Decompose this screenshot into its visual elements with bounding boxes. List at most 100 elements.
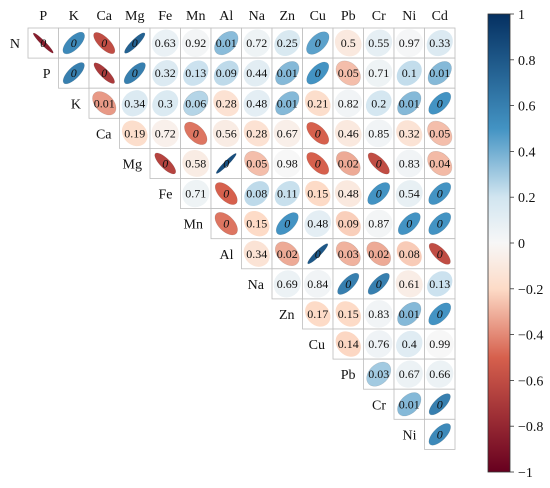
cell-n-na: 0.72 [241, 27, 273, 59]
correlation-ellipse [152, 60, 179, 87]
p-value-label: 0.28 [246, 126, 267, 140]
cell-n-cu: 0 [302, 27, 334, 59]
colorbar-tick-label: 1 [518, 8, 525, 23]
correlation-ellipse [152, 90, 179, 117]
correlation-ellipse [213, 60, 239, 86]
correlation-ellipse [395, 29, 424, 58]
correlation-ellipse [397, 91, 422, 116]
row-label-zn: Zn [279, 308, 295, 323]
cell-fe-cr: 0 [363, 178, 395, 210]
cell-mg-zn: 0.98 [271, 147, 303, 179]
p-value-label: 0 [376, 187, 382, 201]
cell-n-fe: 0.63 [149, 27, 181, 59]
correlation-ellipse [306, 152, 330, 175]
correlation-ellipse [364, 330, 393, 358]
p-value-label: 0 [315, 126, 321, 140]
correlation-ellipse [273, 149, 302, 178]
cell-mg-pb: 0.02 [332, 147, 364, 179]
p-value-label: 0.48 [338, 187, 359, 201]
correlation-ellipse [425, 330, 454, 359]
cell-k-fe: 0.3 [149, 87, 181, 119]
row-label-k: K [71, 97, 81, 112]
cell-fe-cd: 0 [424, 178, 456, 210]
cell-pb-cr: 0.03 [363, 358, 395, 390]
colorbar-tick-label: 0 [518, 237, 525, 252]
correlation-ellipse [214, 182, 238, 205]
column-label-cu: Cu [310, 9, 326, 24]
cell-cu-ni: 0.4 [393, 328, 425, 360]
row-label-al: Al [220, 248, 234, 263]
correlation-ellipse [396, 60, 422, 86]
cell-p-na: 0.44 [241, 57, 273, 89]
cell-zn-cu: 0.17 [302, 298, 334, 330]
cell-mn-na: 0.15 [241, 208, 273, 240]
cell-n-k: 0 [58, 27, 90, 59]
row-label-na: Na [248, 278, 265, 293]
correlation-ellipse [428, 302, 452, 326]
cell-n-p: 0 [27, 27, 59, 59]
p-value-label: 0.85 [368, 126, 389, 140]
column-label-cr: Cr [372, 9, 386, 24]
correlation-ellipse [334, 120, 362, 147]
p-value-label: 0.28 [216, 96, 237, 110]
correlation-ellipse [305, 301, 331, 327]
p-value-label: 0.99 [429, 337, 450, 351]
correlation-ellipse [183, 90, 209, 116]
cell-zn-ni: 0.01 [393, 298, 425, 330]
p-value-label: 0 [71, 36, 77, 50]
p-value-label: 0 [437, 187, 443, 201]
cell-k-mg: 0.34 [119, 87, 151, 119]
p-value-label: 0.03 [338, 247, 359, 261]
row-label-mn: Mn [184, 218, 203, 233]
correlation-ellipse [365, 59, 393, 87]
cell-fe-cu: 0.15 [302, 178, 334, 210]
column-label-zn: Zn [279, 9, 295, 24]
p-value-label: 0 [223, 187, 229, 201]
p-value-label: 0.67 [277, 126, 298, 140]
correlation-ellipse [243, 29, 271, 57]
p-value-label: 0.46 [338, 126, 359, 140]
correlation-ellipse [275, 91, 300, 116]
row-label-n: N [10, 37, 20, 52]
correlation-ellipse [367, 272, 390, 295]
p-value-label: 0.56 [216, 126, 237, 140]
cell-n-mn: 0.92 [180, 27, 212, 59]
correlation-ellipse [335, 241, 361, 267]
correlation-ellipse [366, 361, 392, 387]
correlation-ellipse [334, 29, 362, 57]
cell-fe-mn: 0.71 [180, 178, 212, 210]
cell-p-cr: 0.71 [363, 57, 395, 89]
cell-n-pb: 0.5 [332, 27, 364, 59]
cell-p-mn: 0.13 [180, 57, 212, 89]
p-value-label: 0.32 [155, 66, 176, 80]
correlation-ellipse [337, 272, 360, 295]
row-label-fe: Fe [159, 188, 173, 203]
cell-mn-cr: 0.87 [363, 208, 395, 240]
p-value-label: 0.4 [402, 337, 417, 351]
p-value-label: 0.01 [216, 36, 237, 50]
cell-ca-cu: 0 [302, 117, 334, 149]
cell-al-pb: 0.03 [332, 238, 364, 270]
p-value-label: 0.15 [338, 307, 359, 321]
row-label-ca: Ca [96, 127, 112, 142]
correlation-ellipse [214, 212, 238, 236]
cell-p-fe: 0.32 [149, 57, 181, 89]
p-value-label: 0.48 [246, 96, 267, 110]
cell-cu-cd: 0.99 [424, 328, 456, 360]
cell-k-na: 0.48 [241, 87, 273, 119]
p-value-label: 0.5 [341, 36, 356, 50]
axis-labels: P K Ca Mg Fe Mn Al Na Zn Cu Pb Cr Ni Cd N P K Ca Mg Fe Mn Al N… [10, 9, 448, 443]
correlation-ellipse [243, 89, 271, 117]
p-value-label: 0.15 [246, 217, 267, 231]
column-label-cd: Cd [432, 9, 448, 24]
column-label-ca: Ca [96, 9, 112, 24]
p-value-label: 0 [376, 277, 382, 291]
correlation-ellipse [215, 153, 237, 174]
p-value-label: 0.63 [155, 36, 176, 50]
correlation-ellipse [275, 241, 300, 266]
p-value-label: 0.02 [338, 156, 359, 170]
cell-p-k: 0 [58, 57, 90, 89]
cell-al-ni: 0.08 [393, 238, 425, 270]
correlation-ellipse [151, 119, 179, 148]
cell-al-zn: 0.02 [271, 238, 303, 270]
